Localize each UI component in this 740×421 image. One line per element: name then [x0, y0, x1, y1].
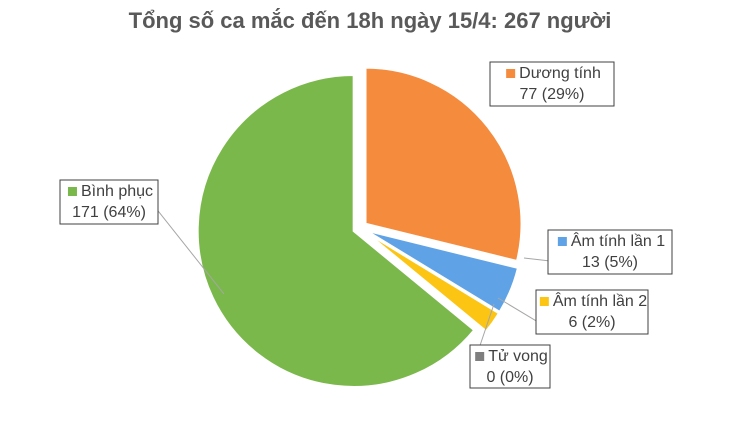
legend-marker	[67, 187, 77, 196]
data-label-name: Bình phục	[81, 183, 153, 200]
data-label-name: Âm tính lần 1	[571, 231, 665, 250]
pie-slice	[196, 73, 476, 388]
legend-marker	[557, 237, 567, 246]
data-label-value: 77 (29%)	[520, 86, 585, 103]
data-label-value: 0 (0%)	[486, 369, 533, 386]
pie-slice	[365, 229, 520, 314]
legend-marker	[475, 352, 485, 361]
leader-line	[157, 210, 225, 295]
data-label-box	[59, 179, 159, 225]
data-label-name: Âm tính lần 2	[553, 291, 647, 310]
legend-marker	[539, 297, 549, 306]
data-label-box	[535, 289, 649, 335]
data-label-value: 6 (2%)	[568, 314, 615, 331]
data-label-value: 13 (5%)	[582, 254, 638, 271]
leader-line	[523, 257, 549, 262]
chart-title: Tổng số ca mắc đến 18h ngày 15/4: 267 ng…	[129, 8, 612, 33]
leader-line	[497, 297, 537, 322]
data-label-value: 171 (64%)	[72, 204, 146, 221]
data-label-box	[547, 229, 673, 275]
pie-slice	[364, 66, 523, 263]
legend-marker	[506, 69, 516, 78]
data-label-name: Tử vong	[488, 348, 548, 365]
data-label-name: Dương tính	[519, 65, 601, 82]
